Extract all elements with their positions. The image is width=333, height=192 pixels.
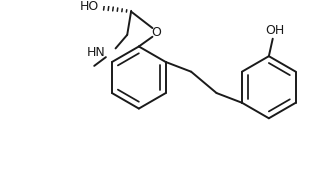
Text: HN: HN	[87, 46, 106, 59]
Text: OH: OH	[265, 24, 284, 37]
Text: O: O	[152, 26, 161, 39]
Text: HO: HO	[80, 0, 99, 13]
